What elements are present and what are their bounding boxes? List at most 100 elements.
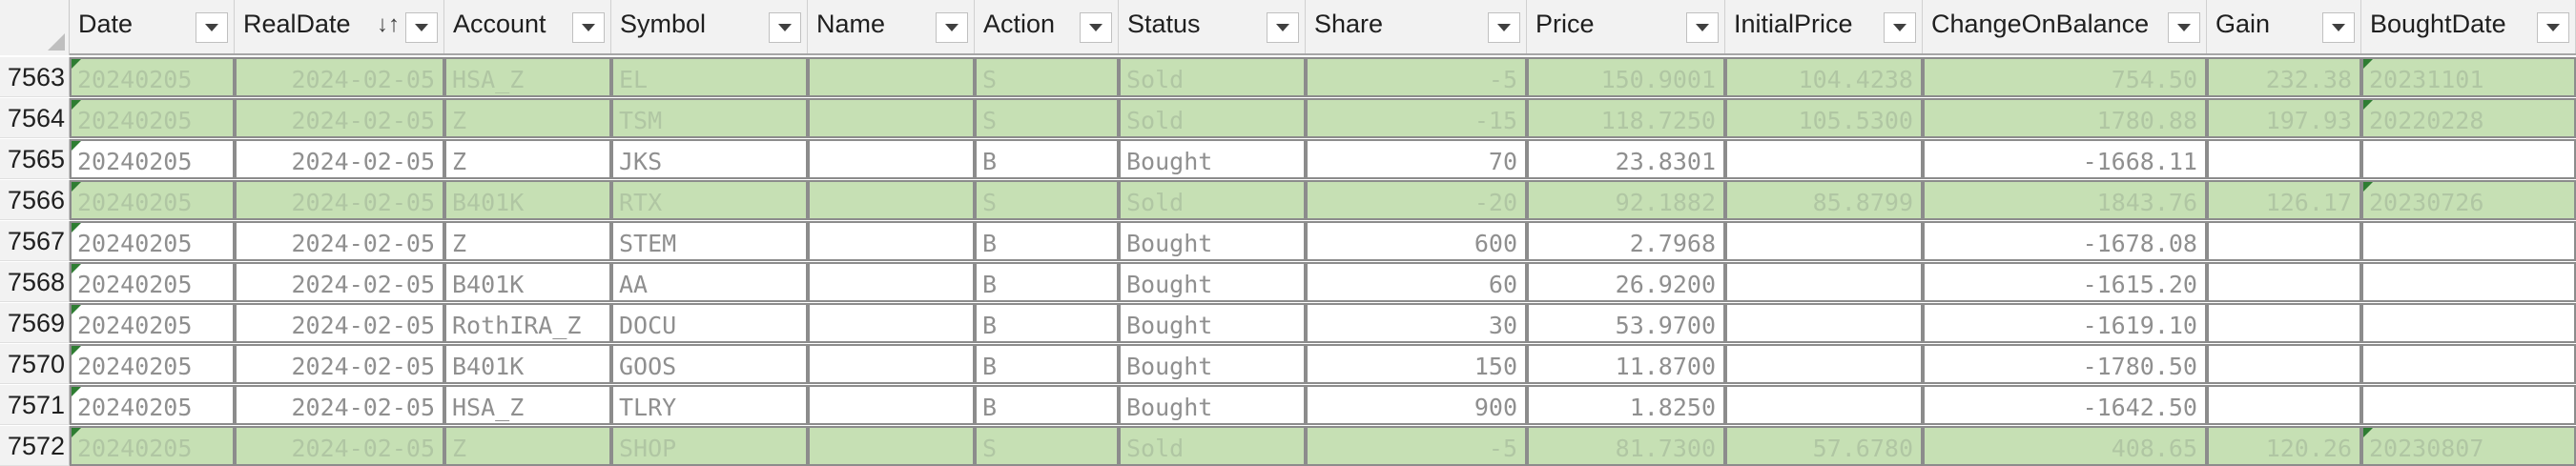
row-number[interactable]: 7564 [0,98,70,138]
cell-symbol[interactable]: GOOS [611,344,808,384]
row-number[interactable]: 7563 [0,57,70,97]
cell-share[interactable]: 60 [1306,262,1527,302]
column-header-share[interactable]: Share [1306,0,1527,53]
cell-bought-date[interactable]: 20230807 [2361,426,2576,466]
cell-symbol[interactable]: AA [611,262,808,302]
row-number[interactable]: 7569 [0,303,70,343]
cell-account[interactable]: Z [444,139,611,179]
cell-gain[interactable] [2207,262,2361,302]
cell-gain[interactable] [2207,385,2361,425]
cell-change-on-balance[interactable]: -1678.08 [1923,221,2207,261]
cell-gain[interactable] [2207,303,2361,343]
cell-account[interactable]: B401K [444,344,611,384]
cell-real-date[interactable]: 2024-02-05 [235,303,444,343]
cell-price[interactable]: 118.7250 [1527,98,1725,138]
cell-date[interactable]: 20240205 [70,98,235,138]
column-header-change-on-balance[interactable]: ChangeOnBalance [1923,0,2207,53]
filter-dropdown-button[interactable] [936,12,968,43]
cell-bought-date[interactable] [2361,221,2576,261]
cell-symbol[interactable]: EL [611,57,808,97]
cell-date[interactable]: 20240205 [70,344,235,384]
cell-real-date[interactable]: 2024-02-05 [235,221,444,261]
cell-date[interactable]: 20240205 [70,385,235,425]
cell-change-on-balance[interactable]: 408.65 [1923,426,2207,466]
column-header-real-date[interactable]: RealDate ↓↑ [235,0,444,53]
cell-share[interactable]: -15 [1306,98,1527,138]
cell-price[interactable]: 150.9001 [1527,57,1725,97]
filter-dropdown-button[interactable] [196,12,228,43]
cell-date[interactable]: 20240205 [70,139,235,179]
cell-gain[interactable] [2207,344,2361,384]
cell-initial-price[interactable]: 105.5300 [1725,98,1923,138]
cell-price[interactable]: 26.9200 [1527,262,1725,302]
cell-action[interactable]: S [975,180,1119,220]
filter-dropdown-button[interactable] [405,12,438,43]
cell-action[interactable]: S [975,426,1119,466]
cell-action[interactable]: S [975,98,1119,138]
cell-real-date[interactable]: 2024-02-05 [235,426,444,466]
filter-dropdown-button[interactable] [572,12,605,43]
cell-name[interactable] [808,385,975,425]
cell-status[interactable]: Sold [1119,57,1306,97]
cell-name[interactable] [808,426,975,466]
cell-status[interactable]: Sold [1119,180,1306,220]
cell-account[interactable]: Z [444,426,611,466]
cell-price[interactable]: 53.9700 [1527,303,1725,343]
column-header-gain[interactable]: Gain [2207,0,2361,53]
cell-action[interactable]: B [975,221,1119,261]
cell-name[interactable] [808,344,975,384]
cell-account[interactable]: B401K [444,262,611,302]
cell-initial-price[interactable] [1725,385,1923,425]
cell-bought-date[interactable]: 20220228 [2361,98,2576,138]
cell-initial-price[interactable] [1725,221,1923,261]
cell-account[interactable]: HSA_Z [444,57,611,97]
row-number[interactable]: 7567 [0,221,70,261]
cell-status[interactable]: Sold [1119,98,1306,138]
cell-status[interactable]: Sold [1119,426,1306,466]
cell-status[interactable]: Bought [1119,385,1306,425]
cell-change-on-balance[interactable]: -1619.10 [1923,303,2207,343]
cell-gain[interactable] [2207,139,2361,179]
cell-date[interactable]: 20240205 [70,303,235,343]
filter-dropdown-button[interactable] [1884,12,1916,43]
cell-real-date[interactable]: 2024-02-05 [235,262,444,302]
cell-symbol[interactable]: STEM [611,221,808,261]
cell-account[interactable]: HSA_Z [444,385,611,425]
cell-bought-date[interactable]: 20230726 [2361,180,2576,220]
cell-action[interactable]: B [975,385,1119,425]
cell-symbol[interactable]: DOCU [611,303,808,343]
cell-change-on-balance[interactable]: 1780.88 [1923,98,2207,138]
cell-action[interactable]: B [975,262,1119,302]
cell-account[interactable]: Z [444,98,611,138]
cell-real-date[interactable]: 2024-02-05 [235,344,444,384]
cell-bought-date[interactable] [2361,139,2576,179]
cell-account[interactable]: Z [444,221,611,261]
cell-share[interactable]: 600 [1306,221,1527,261]
cell-status[interactable]: Bought [1119,139,1306,179]
select-all-corner[interactable] [0,0,70,55]
cell-price[interactable]: 11.8700 [1527,344,1725,384]
cell-initial-price[interactable] [1725,303,1923,343]
cell-price[interactable]: 23.8301 [1527,139,1725,179]
cell-bought-date[interactable] [2361,262,2576,302]
cell-real-date[interactable]: 2024-02-05 [235,139,444,179]
cell-date[interactable]: 20240205 [70,57,235,97]
cell-initial-price[interactable]: 85.8799 [1725,180,1923,220]
filter-dropdown-button[interactable] [769,12,801,43]
cell-initial-price[interactable] [1725,344,1923,384]
cell-initial-price[interactable]: 104.4238 [1725,57,1923,97]
cell-name[interactable] [808,180,975,220]
cell-initial-price[interactable] [1725,262,1923,302]
cell-change-on-balance[interactable]: -1668.11 [1923,139,2207,179]
cell-share[interactable]: -5 [1306,426,1527,466]
cell-date[interactable]: 20240205 [70,180,235,220]
cell-name[interactable] [808,221,975,261]
cell-date[interactable]: 20240205 [70,262,235,302]
cell-change-on-balance[interactable]: 1843.76 [1923,180,2207,220]
cell-share[interactable]: 30 [1306,303,1527,343]
column-header-status[interactable]: Status [1119,0,1306,53]
cell-name[interactable] [808,98,975,138]
cell-price[interactable]: 2.7968 [1527,221,1725,261]
cell-symbol[interactable]: RTX [611,180,808,220]
cell-change-on-balance[interactable]: -1615.20 [1923,262,2207,302]
